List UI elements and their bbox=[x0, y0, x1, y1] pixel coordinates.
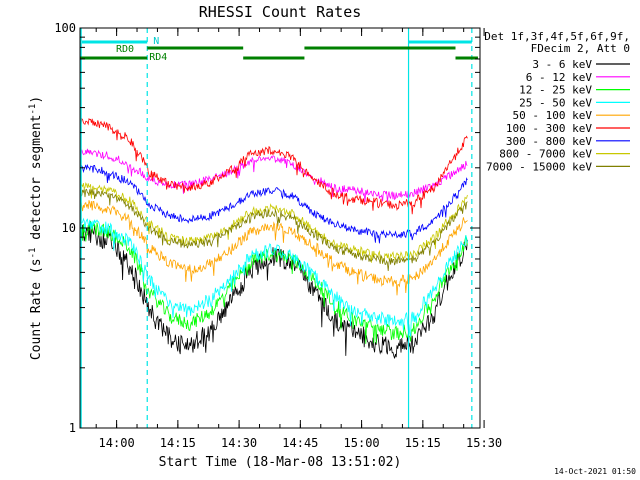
y-tick-label-1: 1 bbox=[69, 421, 76, 435]
series-line-5 bbox=[80, 200, 468, 296]
footer-timestamp: 14-Oct-2021 01:50 bbox=[554, 467, 636, 476]
legend-entry-5: 50 - 100 keV bbox=[513, 109, 593, 122]
rd4-label: RD4 bbox=[149, 52, 167, 63]
series-line-2 bbox=[80, 148, 468, 203]
series-line-1 bbox=[80, 222, 468, 359]
x-tick-label-1: 14:00 bbox=[99, 436, 135, 450]
attenuator-state-bars: N RD0 RD4 bbox=[80, 36, 478, 63]
y-axis-label: Count Rate (s-1 detector segment-1) bbox=[28, 96, 44, 360]
x-tick-label-6: 15:15 bbox=[405, 436, 441, 450]
series-line-6 bbox=[80, 117, 468, 215]
x-tick-label-7: 15:30 bbox=[466, 436, 502, 450]
legend-entry-2: 6 - 12 keV bbox=[526, 71, 593, 84]
legend-entry-3: 12 - 25 keV bbox=[519, 84, 592, 97]
legend-entry-8: 800 - 7000 keV bbox=[499, 148, 592, 161]
legend-entry-9: 7000 - 15000 keV bbox=[486, 160, 592, 173]
legend: Det 1f,3f,4f,5f,6f,9f, FDecim 2, Att 0 3… bbox=[484, 30, 630, 173]
y-axis: 1 10 100 bbox=[54, 21, 480, 435]
legend-header-line-1: Det 1f,3f,4f,5f,6f,9f, bbox=[484, 30, 630, 43]
y-tick-label-2: 10 bbox=[62, 221, 76, 235]
x-tick-label-2: 14:15 bbox=[160, 436, 196, 450]
legend-header-line-2: FDecim 2, Att 0 bbox=[531, 42, 630, 55]
x-axis: 14:00 14:15 14:30 14:45 15:00 15:15 15:30 bbox=[95, 28, 502, 450]
n-label: N bbox=[153, 36, 159, 47]
series-line-9 bbox=[80, 188, 468, 272]
legend-entry-6: 100 - 300 keV bbox=[506, 122, 592, 135]
x-axis-label: Start Time (18-Mar-08 13:51:02) bbox=[159, 455, 402, 470]
series-line-8 bbox=[80, 182, 468, 264]
y-tick-label-3: 100 bbox=[54, 21, 76, 35]
series-line-7 bbox=[80, 163, 468, 244]
rd0-label: RD0 bbox=[116, 44, 134, 55]
x-tick-label-4: 14:45 bbox=[282, 436, 318, 450]
series-line-4 bbox=[80, 217, 468, 337]
legend-entry-7: 300 - 800 keV bbox=[506, 135, 592, 148]
legend-entry-1: 3 - 6 keV bbox=[532, 58, 592, 71]
legend-entry-4: 25 - 50 keV bbox=[519, 96, 592, 109]
series-lines bbox=[80, 117, 468, 359]
chart-title: RHESSI Count Rates bbox=[199, 3, 362, 21]
x-tick-label-5: 15:00 bbox=[344, 436, 380, 450]
x-tick-label-3: 14:30 bbox=[221, 436, 257, 450]
